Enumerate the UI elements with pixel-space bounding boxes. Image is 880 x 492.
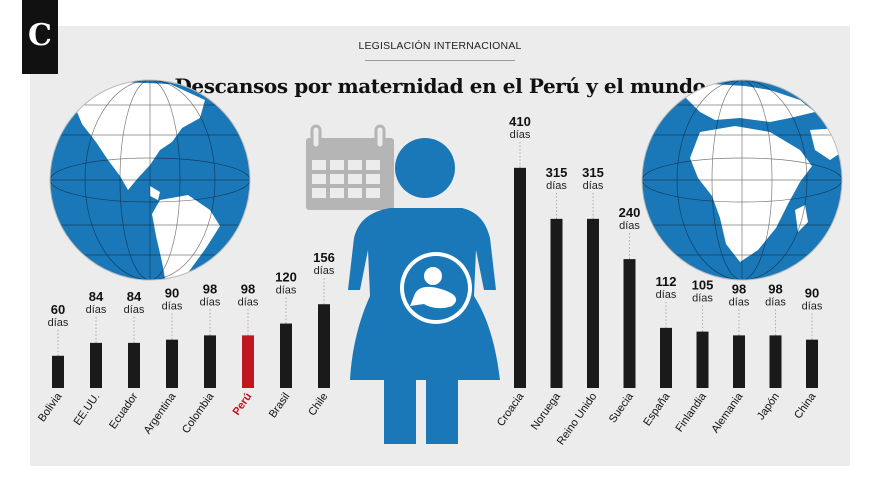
globe-africa-icon	[641, 79, 843, 281]
bar	[660, 327, 672, 388]
category-label: EE.UU.	[72, 391, 103, 428]
bar	[166, 339, 178, 388]
category-label: Argentina	[142, 390, 179, 436]
bar-value-label: 90	[805, 286, 819, 301]
pregnant-woman-icon	[348, 138, 500, 444]
bar	[514, 167, 526, 388]
bar-unit-label: días	[200, 296, 221, 308]
bar	[52, 355, 64, 388]
category-label: Croacia	[495, 390, 527, 429]
bar-value-label: 84	[89, 289, 104, 304]
bar-value-label: 98	[732, 281, 746, 296]
category-label: Brasil	[267, 391, 293, 420]
bar-unit-label: días	[802, 301, 823, 313]
bar-unit-label: días	[583, 180, 604, 192]
bar-unit-label: días	[510, 129, 531, 141]
category-label: Suecia	[607, 390, 637, 425]
category-label: Finlandia	[674, 390, 710, 434]
bar	[90, 342, 102, 388]
bar	[550, 218, 563, 388]
bar-value-label: 112	[656, 274, 677, 289]
bar	[242, 335, 254, 388]
bar-value-label: 98	[241, 281, 255, 296]
bar-unit-label: días	[276, 285, 297, 297]
category-label: Noruega	[529, 390, 564, 432]
bar	[806, 339, 818, 388]
bar-value-label: 105	[692, 278, 714, 293]
bar-value-label: 315	[582, 165, 604, 180]
bar-unit-label: días	[162, 301, 183, 313]
category-label: Alemania	[709, 390, 746, 435]
bar-value-label: 240	[619, 205, 641, 220]
bar-unit-label: días	[546, 180, 567, 192]
logo-letter: C	[28, 18, 52, 53]
kicker-divider	[365, 60, 515, 61]
logo: C	[22, 0, 58, 74]
bar-value-label: 156	[313, 250, 335, 265]
bar-unit-label: días	[692, 293, 713, 305]
bar	[128, 342, 140, 388]
bar-value-label: 315	[546, 165, 568, 180]
category-label: China	[792, 390, 819, 421]
bar-unit-label: días	[619, 220, 640, 232]
bar	[733, 335, 745, 388]
bar-value-label: 90	[165, 286, 179, 301]
bar	[204, 335, 216, 388]
globe-americas-icon	[49, 79, 251, 281]
chart-title: Descansos por maternidad en el Perú y el…	[174, 74, 706, 98]
category-label: Japón	[755, 391, 782, 422]
bar-unit-label: días	[48, 317, 69, 329]
category-label: Chile	[306, 391, 330, 418]
bar-unit-label: días	[86, 304, 107, 316]
bar	[280, 323, 292, 388]
bar	[318, 304, 330, 388]
bar	[623, 259, 636, 388]
bar-value-label: 60	[51, 302, 65, 317]
section-kicker: LEGISLACIÓN INTERNACIONAL	[358, 40, 522, 52]
bar-unit-label: días	[238, 296, 259, 308]
bar-unit-label: días	[314, 265, 335, 277]
bar-unit-label: días	[656, 289, 677, 301]
bar	[696, 331, 709, 388]
calendar-icon	[306, 124, 394, 210]
category-label: Perú	[231, 391, 255, 418]
bar-value-label: 98	[203, 281, 217, 296]
category-label: España	[641, 390, 673, 428]
bar-value-label: 84	[127, 289, 142, 304]
category-label: Ecuador	[107, 391, 141, 432]
category-label: Bolivia	[36, 390, 65, 424]
bar-unit-label: días	[124, 304, 145, 316]
baby-icon	[410, 267, 457, 309]
category-label: Colombia	[180, 390, 217, 436]
bar	[587, 218, 599, 388]
bar-value-label: 120	[275, 270, 297, 285]
bar-value-label: 98	[768, 281, 782, 296]
bar-unit-label: días	[729, 296, 750, 308]
bar-value-label: 410	[509, 114, 531, 129]
bar	[769, 335, 782, 388]
bar-unit-label: días	[765, 296, 786, 308]
